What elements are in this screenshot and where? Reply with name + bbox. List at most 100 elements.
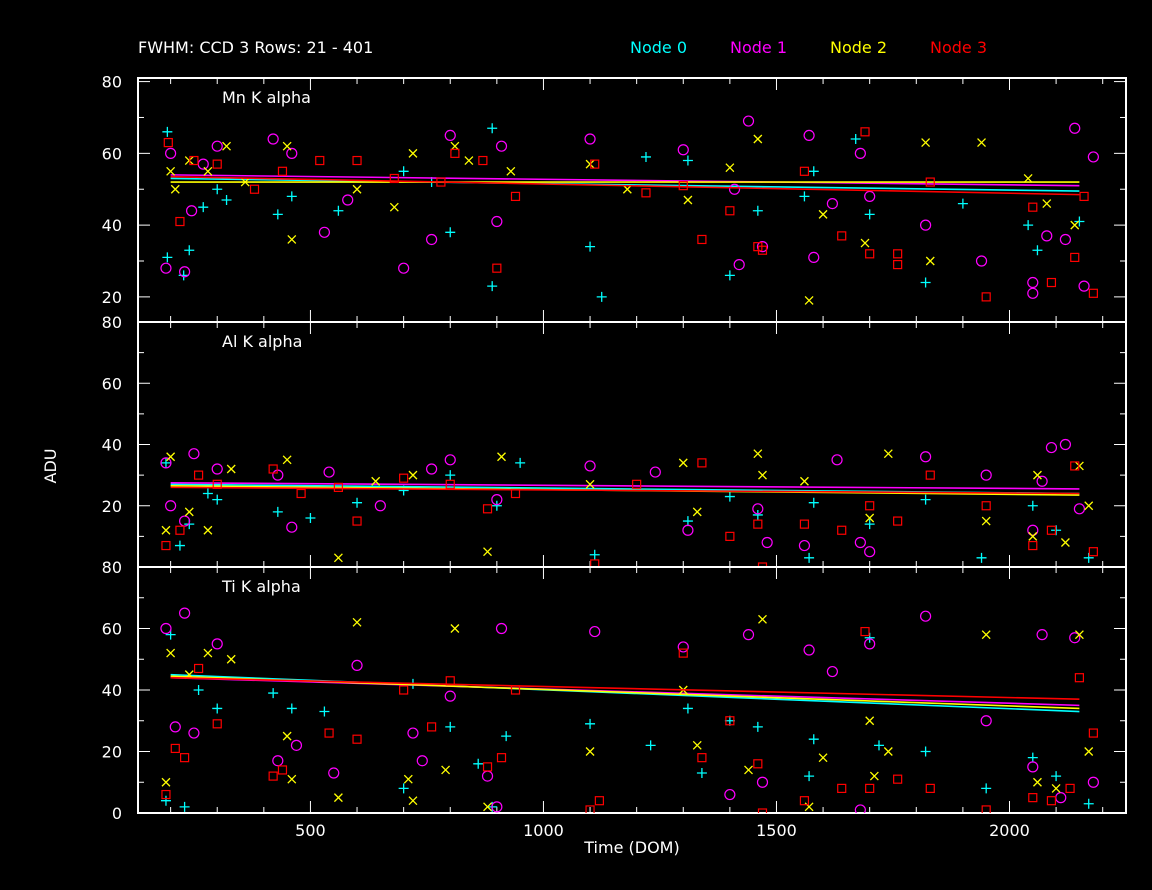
data-point <box>441 765 451 775</box>
data-point <box>864 209 875 220</box>
data-point <box>1088 728 1098 738</box>
data-point <box>1078 280 1090 292</box>
data-point <box>696 768 707 779</box>
data-point <box>682 703 693 714</box>
data-point <box>482 504 493 514</box>
data-point <box>1073 503 1085 515</box>
data-point <box>869 771 879 781</box>
data-point <box>277 166 288 176</box>
trend-line <box>170 177 1080 192</box>
data-point <box>473 758 484 769</box>
data-point <box>193 685 204 695</box>
data-point <box>1083 798 1094 809</box>
data-point <box>799 519 810 529</box>
data-point <box>893 516 903 526</box>
data-point <box>268 771 278 781</box>
data-point <box>1069 122 1081 134</box>
data-point <box>328 767 340 779</box>
data-point <box>1084 328 1094 338</box>
data-point <box>1059 438 1072 451</box>
data-point <box>445 479 455 489</box>
data-point <box>920 610 932 622</box>
data-point <box>799 166 810 176</box>
data-point <box>510 488 521 499</box>
data-point <box>683 195 693 205</box>
data-point <box>864 190 876 203</box>
data-point <box>1036 475 1048 487</box>
data-point <box>166 452 176 462</box>
data-point <box>399 473 409 483</box>
data-point <box>272 506 283 517</box>
trend-line <box>170 486 1080 495</box>
series-node-3 <box>161 458 1098 567</box>
data-point <box>212 159 222 169</box>
data-point <box>333 205 344 216</box>
data-point <box>491 801 503 813</box>
data-point <box>804 296 814 305</box>
data-point <box>804 771 815 782</box>
data-point <box>169 721 181 733</box>
data-point <box>1046 277 1057 288</box>
data-point <box>980 715 992 727</box>
data-point <box>510 685 521 695</box>
series-node-1 <box>160 438 1085 558</box>
data-point <box>211 140 223 152</box>
data-point <box>352 184 362 194</box>
data-point <box>920 494 931 505</box>
data-point <box>226 654 236 664</box>
data-point <box>444 454 456 466</box>
data-point <box>305 513 316 523</box>
data-point <box>374 500 386 512</box>
data-point <box>1028 793 1038 803</box>
data-point <box>1087 776 1099 788</box>
data-point <box>203 525 213 535</box>
data-point <box>808 166 819 177</box>
data-point <box>286 147 298 159</box>
data-point <box>758 470 767 480</box>
data-point <box>725 206 735 216</box>
data-point <box>481 770 494 782</box>
data-point <box>444 129 456 142</box>
data-point <box>315 155 325 166</box>
data-point <box>925 256 935 266</box>
legend: Node 0 Node 1 Node 2 Node 3 <box>630 38 987 57</box>
data-point <box>162 126 173 137</box>
data-point <box>594 796 604 806</box>
data-point <box>408 796 418 806</box>
data-point <box>445 227 456 238</box>
data-point <box>506 166 516 176</box>
data-point <box>444 690 456 702</box>
data-point <box>692 740 702 750</box>
data-point <box>352 516 362 526</box>
data-point <box>585 159 595 169</box>
data-point <box>682 155 693 166</box>
data-point <box>977 138 986 148</box>
data-point <box>590 559 600 567</box>
data-point <box>1070 461 1080 471</box>
data-point <box>1070 252 1080 263</box>
data-point <box>920 746 931 757</box>
data-point <box>319 706 330 717</box>
data-point <box>212 494 223 505</box>
data-point <box>925 470 935 480</box>
data-point <box>202 488 213 499</box>
data-point <box>864 632 875 643</box>
data-point <box>1028 531 1038 541</box>
data-point <box>352 497 363 508</box>
data-point <box>920 451 932 463</box>
data-point <box>804 802 814 812</box>
y-tick-label: 80 <box>102 73 122 92</box>
data-point <box>399 685 409 695</box>
data-point <box>170 743 180 754</box>
data-point <box>1088 547 1098 557</box>
data-point <box>865 783 875 794</box>
panel-label: Al K alpha <box>222 332 302 351</box>
data-point <box>753 759 763 769</box>
data-point <box>585 479 595 489</box>
data-point <box>808 251 820 264</box>
data-point <box>752 503 764 515</box>
data-point <box>865 716 875 726</box>
data-point <box>282 731 292 741</box>
data-point <box>854 147 866 159</box>
